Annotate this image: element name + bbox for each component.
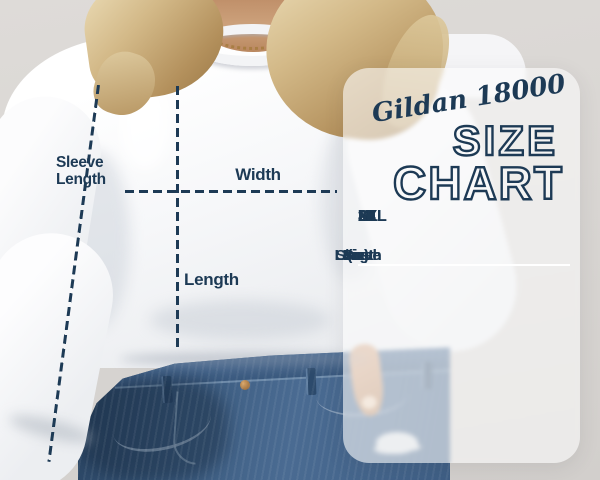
width-dashed-line: [125, 190, 337, 193]
table-row: 2XL 28 31 37: [358, 204, 570, 229]
table-cell: M: [358, 207, 372, 225]
size-chart-title-line2: CHART: [392, 157, 564, 209]
table-cell: 29: [358, 207, 376, 225]
width-label: Width: [235, 165, 281, 184]
jeans-pocket-seam: [108, 389, 216, 459]
table-cell: 24: [358, 207, 376, 225]
table-cell: 22: [358, 207, 376, 225]
table-cell: 20: [358, 207, 376, 225]
table-cell: 28: [358, 207, 376, 225]
jeans-belt-loop: [161, 375, 173, 404]
table-row: M 22 28 34: [358, 204, 570, 229]
jeans-fly-seam: [171, 391, 201, 465]
table-cell: 38: [358, 207, 376, 225]
table-cell: 3XL: [358, 207, 387, 225]
size-table-header-row: Size Bust (in) Length (in) Sleeve Length (in): [335, 204, 570, 266]
length-label: Length: [184, 270, 239, 289]
table-cell: 32: [358, 207, 376, 225]
table-row: L 24 29 35: [358, 204, 570, 229]
table-row: XL 26 30 36: [358, 204, 570, 229]
hem-shadow: [120, 352, 370, 366]
jeans-belt-loop: [305, 367, 317, 396]
length-dashed-line: [176, 86, 179, 350]
table-cell: 37: [358, 207, 376, 225]
table-cell: 33: [358, 207, 376, 225]
table-cell: 2XL: [358, 207, 387, 225]
table-cell: 34: [358, 207, 376, 225]
table-cell: 36: [358, 207, 376, 225]
size-chart-panel: Gildan 18000 SIZE CHART Size Bust (in) Leng…: [335, 68, 580, 463]
table-cell: 35: [358, 207, 376, 225]
table-row: 3XL 30 32 38: [358, 204, 570, 229]
jeans-shadow: [78, 376, 228, 480]
table-cell: 28: [358, 207, 376, 225]
sleeve-label-line2: Length: [56, 170, 106, 188]
sleeve-label-line1: Sleeve: [56, 154, 104, 171]
table-cell: S: [358, 207, 369, 225]
sleeve-length-label: Sleeve Length: [24, 154, 106, 187]
table-cell: L: [358, 207, 368, 225]
table-cell: 26: [358, 207, 376, 225]
table-cell: 27: [358, 207, 376, 225]
table-cell: XL: [358, 207, 378, 225]
table-row: S 20 27 33: [358, 204, 570, 229]
table-cell: 30: [358, 207, 376, 225]
table-cell: 31: [358, 207, 376, 225]
table-cell: 30: [358, 207, 376, 225]
jeans-button: [240, 380, 250, 390]
size-chart-title-line1: SIZE: [451, 117, 558, 164]
fabric-wrinkle: [150, 300, 330, 340]
